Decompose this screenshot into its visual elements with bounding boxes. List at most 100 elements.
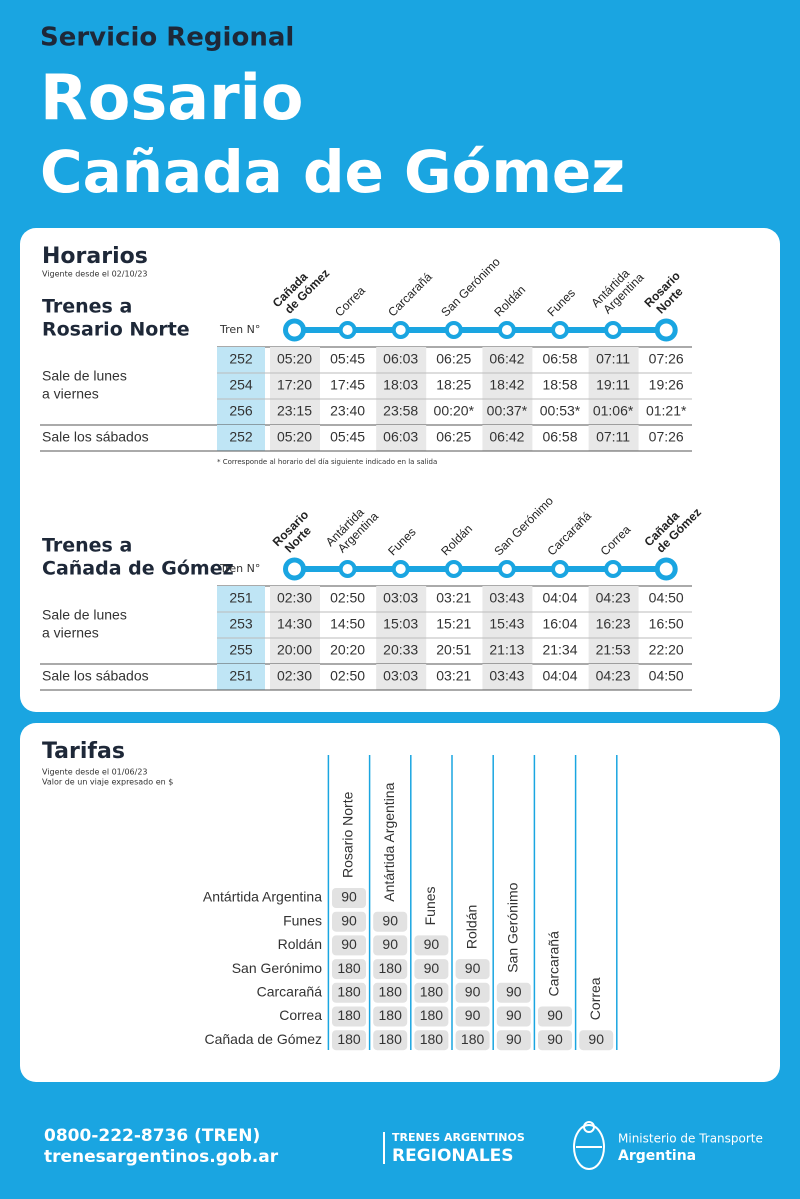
tren-number: 255 [229, 642, 253, 658]
station-dot [444, 321, 463, 339]
time: 06:03 [383, 351, 418, 367]
card [20, 723, 780, 1082]
tren-column [217, 425, 265, 451]
fare: 90 [465, 960, 481, 976]
fare: 90 [506, 1031, 522, 1047]
fare-pill [332, 959, 366, 980]
fare-pill [332, 982, 366, 1003]
shade [376, 347, 427, 425]
time: 16:23 [596, 616, 631, 632]
time: 06:42 [489, 351, 524, 367]
section-title: Horarios [42, 244, 148, 269]
valid-note: Valor de un viaje expresado en $ [42, 778, 173, 787]
fare-pill [455, 959, 490, 980]
time: 04:23 [596, 590, 631, 606]
time: 04:04 [542, 668, 577, 684]
fare: 180 [337, 960, 361, 976]
time: 06:58 [542, 429, 577, 445]
time: 18:03 [383, 377, 418, 393]
fare-pill [538, 1006, 572, 1027]
group-label: Sale los sábados [42, 668, 149, 684]
time: 03:43 [489, 668, 524, 684]
shade [588, 586, 639, 664]
valid-note: Vigente desde el 01/06/23 [42, 768, 148, 777]
fare-row: Cañada de Gómez [204, 1031, 322, 1047]
brand: REGIONALES [392, 1146, 514, 1166]
fare-pill [373, 911, 408, 932]
time: 06:58 [542, 351, 577, 367]
time: 00:53* [540, 403, 581, 419]
fare-column: Antártida Argentina [381, 782, 397, 901]
time: 17:45 [330, 377, 365, 393]
tren-label: Tren N° [219, 323, 260, 336]
station-dot [497, 560, 516, 578]
fare: 90 [588, 1031, 604, 1047]
brand: TRENES ARGENTINOS [392, 1131, 525, 1144]
time: 18:42 [489, 377, 524, 393]
shade [588, 347, 639, 425]
time: 06:25 [436, 351, 471, 367]
station-dot [654, 318, 678, 342]
fare-row: Antártida Argentina [203, 889, 322, 905]
fare: 90 [341, 912, 357, 928]
time: 03:03 [383, 668, 418, 684]
fare-pill [455, 1030, 490, 1051]
fare: 90 [506, 1007, 522, 1023]
title: Cañada de Gómez [40, 138, 625, 206]
time: 17:20 [277, 377, 312, 393]
tren-number: 253 [229, 616, 253, 632]
time: 23:58 [383, 403, 418, 419]
time: 20:51 [436, 642, 471, 658]
time: 00:20* [434, 403, 475, 419]
fare-pill [414, 982, 449, 1003]
time: 07:11 [596, 429, 630, 445]
fare: 90 [547, 1007, 563, 1023]
fare: 90 [506, 984, 522, 1000]
valid-note: Vigente desde el 02/10/23 [42, 270, 148, 279]
fare: 180 [337, 1007, 361, 1023]
time: 15:21 [436, 616, 471, 632]
time: 20:20 [330, 642, 365, 658]
station-dot [654, 557, 678, 581]
tren-number: 252 [229, 429, 253, 445]
time: 03:43 [489, 590, 524, 606]
time: 05:45 [330, 351, 365, 367]
station-dot [283, 318, 306, 342]
fare-pill [332, 911, 366, 932]
fare-column: Correa [587, 977, 603, 1020]
footnote: * Corresponde al horario del día siguien… [217, 458, 437, 466]
fare-pill [414, 1006, 449, 1027]
time: 00:37* [487, 403, 528, 419]
tren-number: 251 [229, 668, 253, 684]
fare: 90 [424, 960, 440, 976]
time: 21:13 [489, 642, 524, 658]
time: 23:40 [330, 403, 365, 419]
station-dot [444, 560, 463, 578]
tren-number: 251 [229, 590, 253, 606]
fare: 180 [420, 984, 444, 1000]
time: 14:30 [277, 616, 312, 632]
station-dot [391, 321, 410, 339]
time: 18:58 [542, 377, 577, 393]
fare: 180 [337, 1031, 361, 1047]
time: 19:26 [649, 377, 684, 393]
shade [482, 347, 533, 425]
time: 22:20 [649, 642, 684, 658]
fare: 180 [379, 1031, 403, 1047]
fare-pill [373, 959, 408, 980]
time: 02:50 [330, 590, 365, 606]
group-label: a viernes [42, 386, 99, 402]
time: 19:11 [596, 377, 630, 393]
tren-number: 252 [229, 351, 253, 367]
title: Rosario [40, 61, 304, 134]
route-heading: Trenes a [42, 535, 132, 557]
station-dot [551, 321, 569, 339]
fare: 180 [379, 984, 403, 1000]
time: 15:43 [489, 616, 524, 632]
fare-pill [414, 935, 449, 956]
time: 23:15 [277, 403, 312, 419]
shade [588, 425, 639, 451]
shade [270, 664, 320, 690]
time: 05:20 [277, 429, 312, 445]
time: 01:06* [593, 403, 634, 419]
